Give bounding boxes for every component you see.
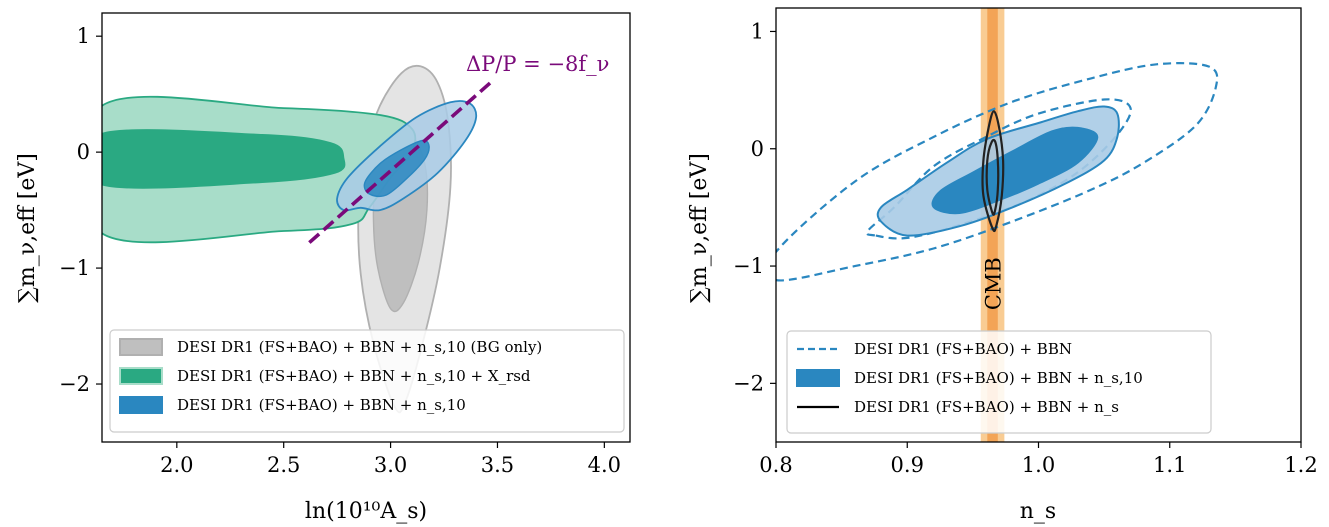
x-tick-label: 2.5 (267, 453, 300, 477)
right-x-axis-label: n_s (1020, 499, 1056, 524)
legend-label: DESI DR1 (FS+BAO) + BBN + n_s,10 (177, 396, 466, 414)
legend-swatch (119, 396, 163, 414)
y-tick-label: −2 (733, 371, 764, 395)
left-panel: ΔP/P = −8f_ν 2.0 2.5 3.0 3.5 4.0 1 0 −1 −2 ln(10… (15, 12, 631, 524)
cmb-band-inner (987, 8, 998, 442)
right-y-axis-label: ∑m_ν,eff [eV] (687, 153, 712, 303)
legend-box (109, 329, 625, 433)
y-tick-label: −1 (59, 256, 90, 280)
ns10-contour-inner (363, 139, 430, 198)
legend-label: DESI DR1 (FS+BAO) + BBN + n_s (854, 398, 1119, 416)
cmb-label: CMB (982, 257, 1006, 310)
x-tick-label: 2.0 (160, 453, 193, 477)
x-tick-label: 3.0 (374, 453, 407, 477)
x-tick-label: 0.9 (891, 453, 924, 477)
x-tick-label: 1.1 (1153, 453, 1186, 477)
right-contours (776, 62, 1219, 282)
x-tick-label: 0.8 (759, 453, 792, 477)
xrsd-contour-inner (102, 129, 346, 189)
legend-label: DESI DR1 (FS+BAO) + BBN (854, 340, 1072, 358)
x-tick-label: 4.0 (588, 453, 621, 477)
left-x-axis-label: ln(10¹⁰A_s) (305, 499, 427, 524)
legend-label: DESI DR1 (FS+BAO) + BBN + n_s,10 + X_rsd (177, 367, 531, 385)
left-plot-frame (101, 12, 631, 443)
y-tick-label: 1 (751, 19, 764, 43)
left-ticks: 2.0 2.5 3.0 3.5 4.0 1 0 −1 −2 (59, 24, 621, 477)
x-tick-label: 3.5 (481, 453, 514, 477)
left-y-axis-label: ∑m_ν,eff [eV] (15, 153, 40, 303)
left-legend: DESI DR1 (FS+BAO) + BBN + n_s,10 (BG onl… (109, 329, 625, 433)
x-tick-label: 1.2 (1284, 453, 1317, 477)
left-contours (102, 64, 478, 414)
annotation-line (308, 78, 495, 244)
y-tick-label: −1 (733, 254, 764, 278)
right-ticks: 0.8 0.9 1.0 1.1 1.2 1 0 −1 −2 (733, 19, 1318, 477)
annotation-text: ΔP/P = −8f_ν (466, 52, 609, 76)
x-tick-label: 1.0 (1022, 453, 1055, 477)
bbn-contour-outer (776, 62, 1219, 282)
legend-label: DESI DR1 (FS+BAO) + BBN + n_s,10 (BG onl… (177, 338, 542, 356)
right-legend: DESI DR1 (FS+BAO) + BBN DESI DR1 (FS+BAO)… (786, 330, 1212, 434)
right-panel: CMB 0.8 0.9 1.0 1.1 1.2 1 0 −1 −2 n_s ∑m_ν,eff [… (687, 7, 1318, 524)
legend-swatch (119, 367, 163, 385)
y-tick-label: 0 (751, 137, 764, 161)
legend-swatch (119, 338, 163, 356)
ns-contour-inner (985, 138, 1000, 216)
ns-contour-outer (981, 110, 1005, 233)
legend-label: DESI DR1 (FS+BAO) + BBN + n_s,10 (854, 369, 1143, 387)
y-tick-label: −2 (59, 372, 90, 396)
y-tick-label: 1 (77, 24, 90, 48)
legend-swatch (796, 369, 840, 387)
y-tick-label: 0 (77, 140, 90, 164)
legend-box (786, 330, 1212, 434)
